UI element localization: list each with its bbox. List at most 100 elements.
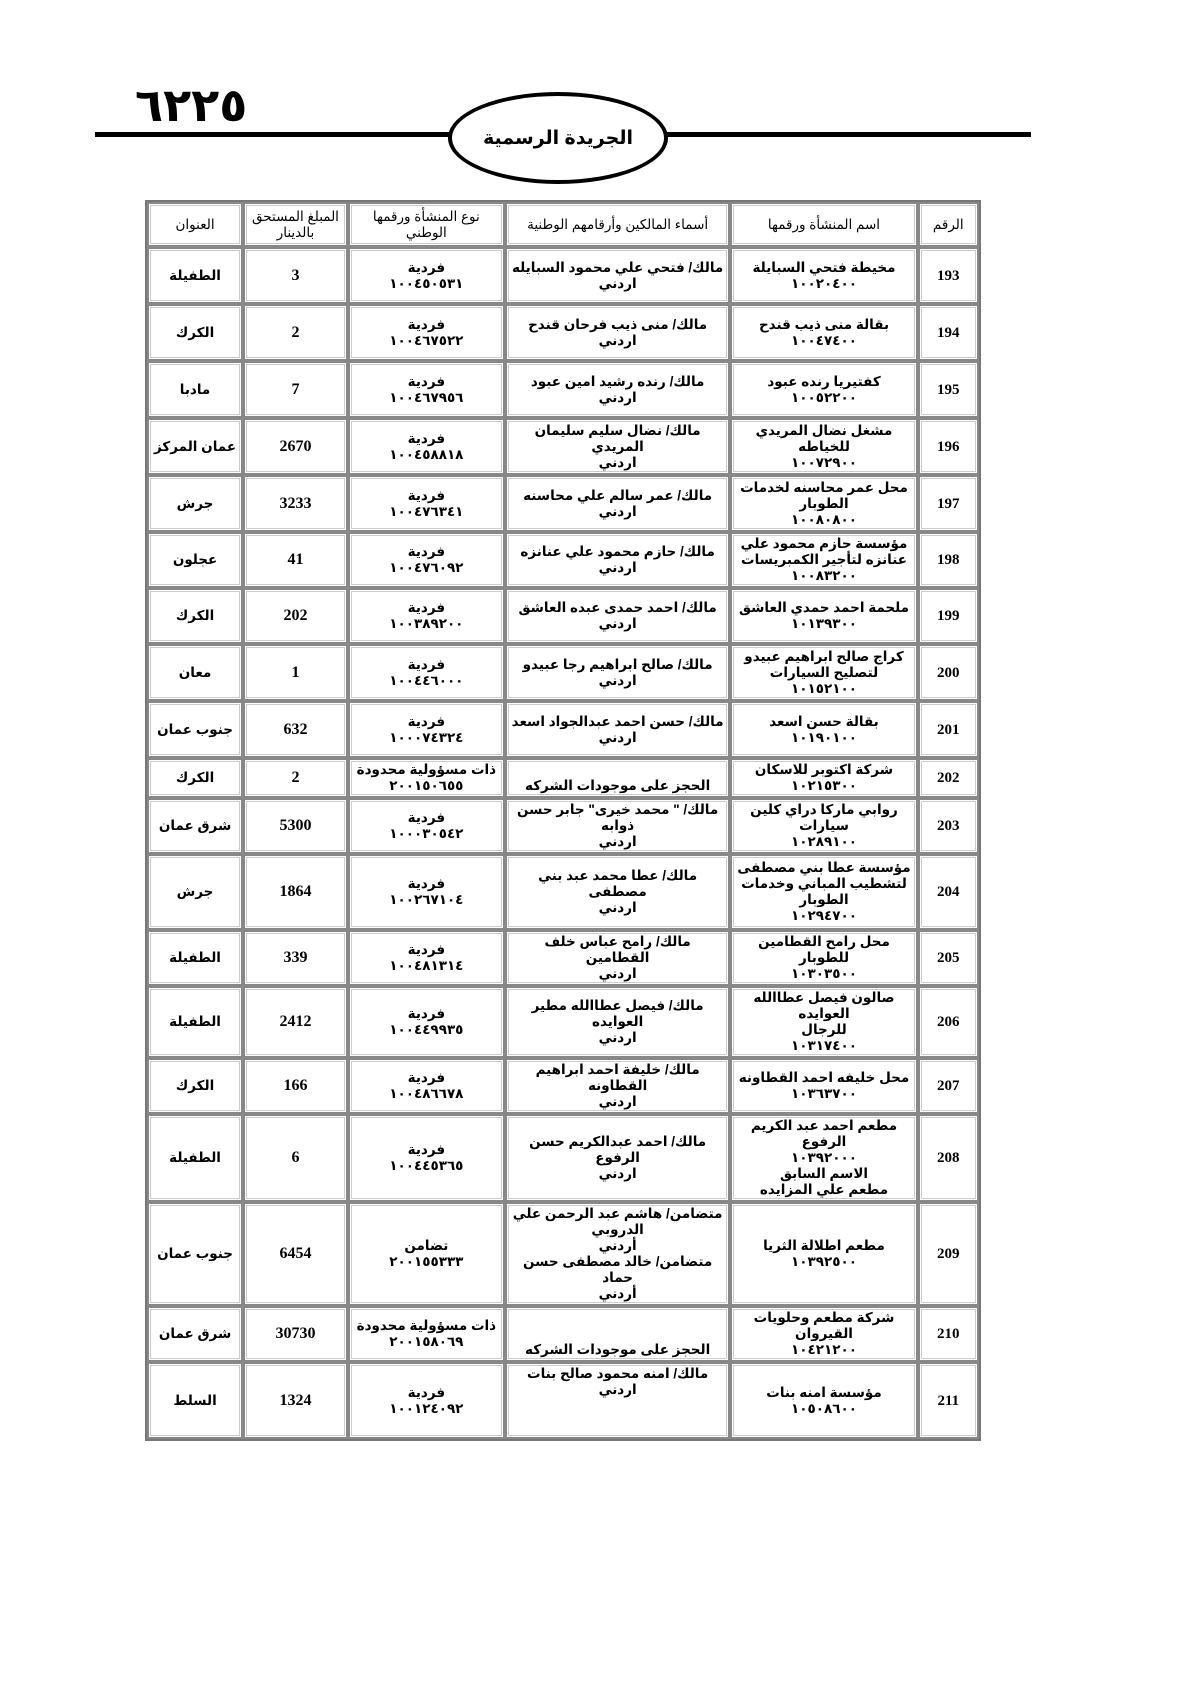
establishment-name-line: مطعم علي المزايده bbox=[759, 1182, 889, 1197]
table-row: 210 شركة مطعم وحلويات القيروان ١٠٤٢١٢٠٠ الح… bbox=[147, 1306, 979, 1362]
establishment-name-line: مؤسسة امنه بنات bbox=[766, 1384, 882, 1400]
table-row: 209 مطعم اطلالة الثريا ١٠٣٩٢٥٠٠ متضامن/ هاش… bbox=[147, 1202, 979, 1306]
establishment-type-line: ذات مسؤولية محدودة bbox=[356, 1318, 497, 1333]
establishment-name: مؤسسة امنه بنات ١٠٥٠٨٦٠٠ bbox=[730, 1362, 918, 1439]
table-row: 197 محل عمر محاسنه لخدمات الطوبار ١٠٠٨٠٨٠٠ م… bbox=[147, 475, 979, 532]
establishment-type-line: فردية bbox=[407, 810, 446, 825]
establishment-type: ذات مسؤولية محدودة ٢٠٠١٥٠٦٥٥ bbox=[347, 758, 505, 798]
row-number: 201 bbox=[917, 701, 979, 758]
establishment-name-line: الطوبار bbox=[799, 892, 849, 907]
establishment-type-line: ١٠٠٤٤٥٣٦٥ bbox=[389, 1158, 464, 1173]
table-row: 200 كراج صالح ابراهيم عبيدو لتصليح السيارا… bbox=[147, 644, 979, 701]
establishment-name-line: ١٠٠٨٣٢٠٠ bbox=[791, 568, 857, 583]
establishment-name: روابي ماركا دراي كلين سيارات ١٠٢٨٩١٠٠ bbox=[730, 798, 918, 854]
table-row: 203 روابي ماركا دراي كلين سيارات ١٠٢٨٩١٠٠ ما… bbox=[147, 798, 979, 854]
owners-line: اردني bbox=[598, 454, 637, 470]
establishment-type-line: فردية bbox=[407, 430, 446, 446]
table-row: 207 محل خليفه احمد القطاونه ١٠٣٦٣٧٠٠ مالك/ … bbox=[147, 1058, 979, 1114]
amount-due: 339 bbox=[243, 930, 348, 986]
address: جنوب عمان bbox=[147, 1202, 244, 1306]
establishment-name-line: ١٠٣٠٣٥٠٠ bbox=[791, 966, 857, 981]
establishment-type-line: ١٠٠٤٥٠٥٣١ bbox=[389, 275, 464, 291]
establishment-type-line: ١٠٠٠٣٠٥٤٢ bbox=[389, 826, 464, 841]
establishment-name-line: ١٠٣٩٢٥٠٠ bbox=[791, 1254, 857, 1269]
amount-due: 6454 bbox=[243, 1202, 348, 1306]
owners: مالك/ خليفة احمد ابراهيم القطاونه اردني bbox=[504, 1058, 731, 1114]
col-header-owners: أسماء المالكين وأرقامهم الوطنية bbox=[504, 202, 731, 247]
row-number: 196 bbox=[917, 418, 979, 475]
table-header-row: الرقم اسم المنشأة ورقمها أسماء المالكين … bbox=[147, 202, 979, 247]
amount-due: 1324 bbox=[243, 1362, 348, 1439]
establishment-name-line: ١٠٠٧٢٩٠٠ bbox=[791, 454, 857, 470]
amount-due: 202 bbox=[243, 588, 348, 644]
table-row: 195 كفتيريا رنده عبود ١٠٠٥٢٢٠٠ مالك/ رنده ر… bbox=[147, 361, 979, 418]
owners-line: مالك/ امنه محمود صالح بنات bbox=[527, 1366, 709, 1381]
establishment-type-line: ذات مسؤولية محدودة bbox=[356, 762, 497, 777]
row-number: 207 bbox=[917, 1058, 979, 1114]
establishment-name-line: ١٠٠٨٠٨٠٠ bbox=[791, 511, 857, 527]
owners: مالك/ عطا محمد عبد بني مصطفى اردني bbox=[504, 854, 731, 930]
owners-line: اردني bbox=[598, 1094, 637, 1109]
owners-line: مالك/ " محمد خيرى" جابر حسن ذوابه bbox=[517, 802, 719, 833]
establishment-type: فردية ١٠٠٠٧٤٣٢٤ bbox=[347, 701, 505, 758]
row-number: 197 bbox=[917, 475, 979, 532]
owners-line: اردني bbox=[598, 503, 637, 519]
owners-line: مالك/ رنده رشيد امين عبود bbox=[530, 373, 705, 389]
establishment-name: ملحمة احمد حمدي العاشق ١٠١٣٩٣٠٠ bbox=[730, 588, 918, 644]
owners-line: أردني bbox=[598, 1286, 637, 1301]
address: الكرك bbox=[147, 304, 244, 361]
owners-line: اردني bbox=[598, 834, 637, 849]
establishment-name-line: ١٠٥٠٨٦٠٠ bbox=[791, 1400, 857, 1416]
owners-line: اردني bbox=[598, 729, 637, 745]
establishment-name-line: كراج صالح ابراهيم عبيدو bbox=[744, 648, 904, 664]
owners: مالك/ رامح عباس خلف القطامين اردني bbox=[504, 930, 731, 986]
address: الطفيلة bbox=[147, 1114, 244, 1202]
table-row: 193 مخيطة فتحي السبايلة ١٠٠٢٠٤٠٠ مالك/ فتحي… bbox=[147, 247, 979, 304]
establishment-name-line: مشغل نضال المريدي للخياطه bbox=[755, 422, 893, 454]
row-number: 205 bbox=[917, 930, 979, 986]
address: شرق عمان bbox=[147, 1306, 244, 1362]
owners-line: اردني bbox=[598, 275, 637, 291]
establishment-type-line: فردية bbox=[407, 487, 446, 503]
establishment-name: محل عمر محاسنه لخدمات الطوبار ١٠٠٨٠٨٠٠ bbox=[730, 475, 918, 532]
establishment-name: بقالة منى ذيب قندح ١٠٠٤٧٤٠٠ bbox=[730, 304, 918, 361]
address: الكرك bbox=[147, 1058, 244, 1114]
row-number: 204 bbox=[917, 854, 979, 930]
establishment-name: صالون فيصل عطاالله العوايده للرجال ١٠٣١٧٤٠… bbox=[730, 986, 918, 1058]
row-number: 208 bbox=[917, 1114, 979, 1202]
establishment-name: مطعم احمد عبد الكريم الرفوع ١٠٣٩٢٠٠٠ الاسم… bbox=[730, 1114, 918, 1202]
owners-line: مالك/ صالح ابراهيم رجا عبيدو bbox=[522, 656, 713, 672]
row-number: 211 bbox=[917, 1362, 979, 1439]
owners: متضامن/ هاشم عبد الرحمن علي الدروبي أردني م… bbox=[504, 1202, 731, 1306]
amount-due: 632 bbox=[243, 701, 348, 758]
owners-line: اردني bbox=[598, 966, 637, 981]
establishment-type-line: ١٠٠٤٥٨٨١٨ bbox=[389, 446, 464, 462]
establishment-type: فردية ١٠٠١٢٤٠٩٢ bbox=[347, 1362, 505, 1439]
owners: مالك/ " محمد خيرى" جابر حسن ذوابه اردني bbox=[504, 798, 731, 854]
address: مادبا bbox=[147, 361, 244, 418]
owners-line: اردني bbox=[598, 332, 637, 348]
establishment-name-line: ملحمة احمد حمدي العاشق bbox=[738, 600, 910, 615]
gazette-title-ellipse: الجريدة الرسمية bbox=[448, 92, 668, 184]
address: شرق عمان bbox=[147, 798, 244, 854]
establishments-table: الرقم اسم المنشأة ورقمها أسماء المالكين … bbox=[145, 200, 981, 1441]
owners-line: الدروبي bbox=[591, 1222, 644, 1237]
address: عجلون bbox=[147, 532, 244, 588]
establishment-type: فردية ١٠٠٤٤٥٣٦٥ bbox=[347, 1114, 505, 1202]
col-header-amount: المبلغ المستحق بالدينار bbox=[243, 202, 348, 247]
establishment-type-line: ٢٠٠١٥٨٠٦٩ bbox=[389, 1334, 464, 1349]
establishment-type-line: ١٠٠٤٤٩٩٣٥ bbox=[389, 1022, 464, 1037]
owners-line: مالك/ فيصل عطاالله مطير العوايده bbox=[531, 998, 704, 1029]
establishment-type-line: فردية bbox=[407, 942, 446, 957]
amount-due: 166 bbox=[243, 1058, 348, 1114]
owners: مالك/ احمد عبدالكريم حسن الرفوع اردني bbox=[504, 1114, 731, 1202]
establishment-type: تضامن ٢٠٠١٥٥٣٣٣ bbox=[347, 1202, 505, 1306]
owners: مالك/ منى ذيب فرحان قندح اردني bbox=[504, 304, 731, 361]
table-row: 205 محل رامح القطامين للطوبار ١٠٣٠٣٥٠٠ مالك… bbox=[147, 930, 979, 986]
establishment-type-line: فردية bbox=[407, 544, 446, 559]
establishment-type: فردية ١٠٠٤٧٦٠٩٢ bbox=[347, 532, 505, 588]
owners-line: مالك/ نضال سليم سليمان المريدي bbox=[534, 422, 701, 454]
row-number: 198 bbox=[917, 532, 979, 588]
row-number: 200 bbox=[917, 644, 979, 701]
owners: مالك/ نضال سليم سليمان المريدي اردني bbox=[504, 418, 731, 475]
